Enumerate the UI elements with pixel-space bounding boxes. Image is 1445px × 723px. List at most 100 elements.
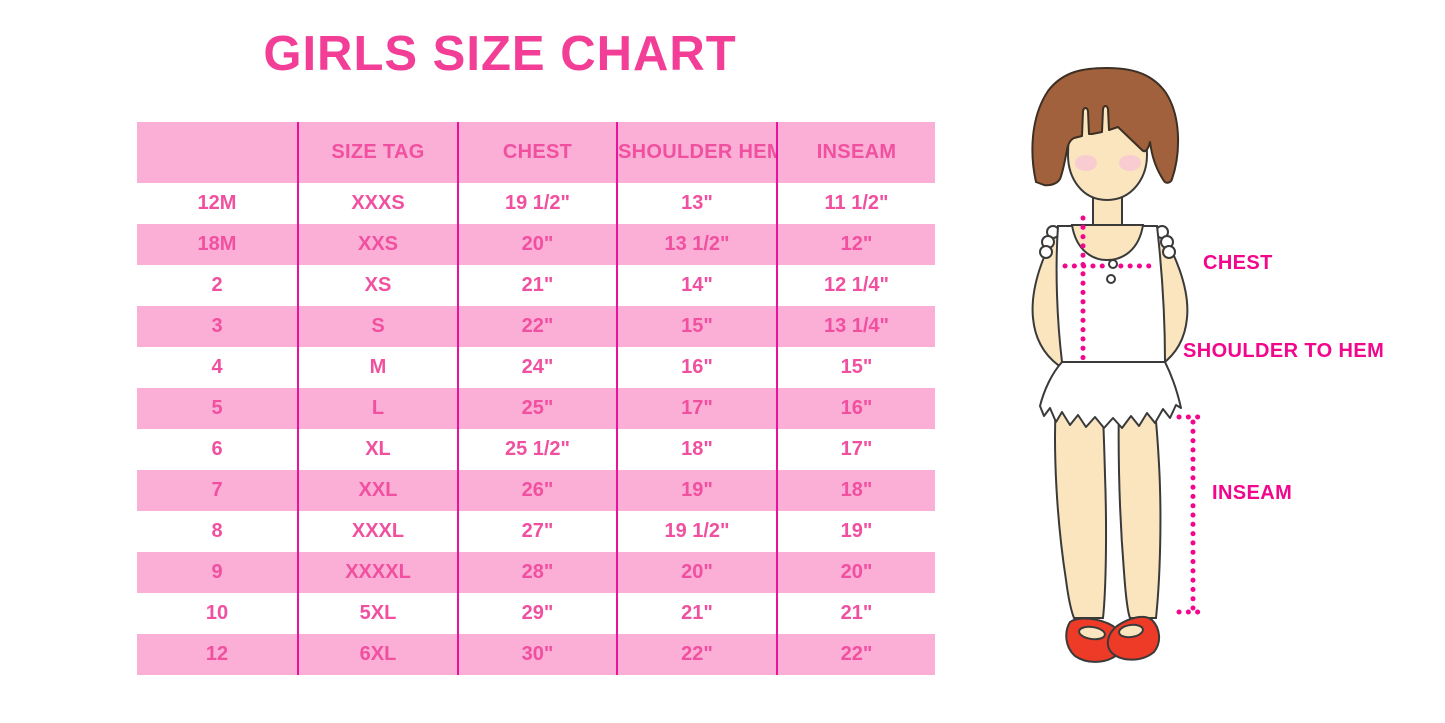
table-row: 12M XXXS 19 1/2" 13" 11 1/2" — [137, 183, 935, 224]
table-cell: 18" — [776, 470, 935, 511]
table-header: SIZE TAG CHEST SHOULDER HEM INSEAM — [137, 122, 935, 183]
table-cell: 15" — [776, 347, 935, 388]
header-row: SIZE TAG CHEST SHOULDER HEM INSEAM — [137, 122, 935, 183]
chest-label: CHEST — [1203, 252, 1273, 274]
skirt — [1039, 361, 1182, 429]
table-row: 8 XXXL 27" 19 1/2" 19" — [137, 511, 935, 552]
shoulder-to-hem-label: SHOULDER TO HEM — [1183, 340, 1385, 362]
size-cell: 4 — [137, 347, 298, 388]
table-cell: 22" — [457, 306, 617, 347]
table-cell: 16" — [776, 388, 935, 429]
table-cell: 6XL — [297, 634, 458, 675]
size-cell: 7 — [137, 470, 298, 511]
table-cell: 29" — [457, 593, 617, 634]
table-cell: 20" — [457, 224, 617, 265]
table-cell: 19" — [616, 470, 777, 511]
size-cell: 12 — [137, 634, 298, 675]
girl-drawing — [1031, 67, 1209, 663]
table-cell: 13 1/4" — [776, 306, 935, 347]
header-cell-empty — [137, 122, 298, 183]
table-row: 5 L 25" 17" 16" — [137, 388, 935, 429]
table-body: 12M XXXS 19 1/2" 13" 11 1/2" 18M XXS 20" 13 1/2"… — [137, 183, 935, 675]
button-top — [1108, 259, 1118, 269]
size-cell: 10 — [137, 593, 298, 634]
table-cell: 19" — [776, 511, 935, 552]
table-cell: 20" — [776, 552, 935, 593]
table-cell: 18" — [616, 429, 777, 470]
table-cell: 21" — [457, 265, 617, 306]
table-cell: 21" — [776, 593, 935, 634]
girl-illustration: CHEST SHOULDER TO HEM INSEAM — [1000, 60, 1445, 723]
right-shoe-opening — [1118, 623, 1144, 639]
table-cell: 30" — [457, 634, 617, 675]
table-cell: 14" — [616, 265, 777, 306]
table-cell: L — [297, 388, 458, 429]
table-row: 4 M 24" 16" 15" — [137, 347, 935, 388]
header-cell-chest: CHEST — [457, 122, 617, 183]
table-cell: 24" — [457, 347, 617, 388]
size-cell: 18M — [137, 224, 298, 265]
table-cell: XXL — [297, 470, 458, 511]
header-cell-inseam: INSEAM — [776, 122, 935, 183]
size-cell: 6 — [137, 429, 298, 470]
hair — [1031, 67, 1179, 187]
table-cell: 13" — [616, 183, 777, 224]
size-cell: 12M — [137, 183, 298, 224]
shoulder-ruffles — [1039, 225, 1176, 259]
table-cell: 13 1/2" — [616, 224, 777, 265]
table-row: 3 S 22" 15" 13 1/4" — [137, 306, 935, 347]
table-cell: S — [297, 306, 458, 347]
table-cell: M — [297, 347, 458, 388]
table-row: 9 XXXXL 28" 20" 20" — [137, 552, 935, 593]
table-cell: 15" — [616, 306, 777, 347]
table-cell: XS — [297, 265, 458, 306]
size-table: SIZE TAG CHEST SHOULDER HEM INSEAM 12M XXXS 1… — [137, 122, 935, 675]
table-row: 18M XXS 20" 13 1/2" 12" — [137, 224, 935, 265]
blush-right — [1119, 155, 1141, 171]
table-cell: XXXS — [297, 183, 458, 224]
table-cell: 27" — [457, 511, 617, 552]
page-title: GIRLS SIZE CHART — [263, 27, 737, 81]
table-cell: XL — [297, 429, 458, 470]
table-cell: 17" — [616, 388, 777, 429]
table-cell: 16" — [616, 347, 777, 388]
table-row: 10 5XL 29" 21" 21" — [137, 593, 935, 634]
table-cell: XXXL — [297, 511, 458, 552]
right-leg — [1117, 397, 1162, 619]
table-cell: 22" — [776, 634, 935, 675]
size-cell: 5 — [137, 388, 298, 429]
table-row: 12 6XL 30" 22" 22" — [137, 634, 935, 675]
table-cell: 17" — [776, 429, 935, 470]
table-row: 7 XXL 26" 19" 18" — [137, 470, 935, 511]
table-cell: 21" — [616, 593, 777, 634]
table-cell: 19 1/2" — [457, 183, 617, 224]
table-cell: 25" — [457, 388, 617, 429]
table-row: 2 XS 21" 14" 12 1/4" — [137, 265, 935, 306]
table-cell: XXS — [297, 224, 458, 265]
table-row: 6 XL 25 1/2" 18" 17" — [137, 429, 935, 470]
table-cell: 28" — [457, 552, 617, 593]
table-cell: 11 1/2" — [776, 183, 935, 224]
header-cell-size-tag: SIZE TAG — [297, 122, 458, 183]
neckline — [1070, 224, 1145, 262]
table-cell: 20" — [616, 552, 777, 593]
table-cell: 19 1/2" — [616, 511, 777, 552]
right-shoe — [1106, 615, 1160, 661]
table-cell: 12" — [776, 224, 935, 265]
table-cell: 22" — [616, 634, 777, 675]
size-cell: 9 — [137, 552, 298, 593]
table-cell: XXXXL — [297, 552, 458, 593]
table-cell: 25 1/2" — [457, 429, 617, 470]
size-cell: 8 — [137, 511, 298, 552]
left-shoe-opening — [1078, 625, 1106, 641]
table-cell: 12 1/4" — [776, 265, 935, 306]
blush-left — [1075, 155, 1097, 171]
left-leg — [1054, 397, 1108, 619]
size-cell: 2 — [137, 265, 298, 306]
inseam-label: INSEAM — [1212, 482, 1293, 504]
size-cell: 3 — [137, 306, 298, 347]
button-bottom — [1106, 274, 1116, 284]
table-cell: 5XL — [297, 593, 458, 634]
table-cell: 26" — [457, 470, 617, 511]
